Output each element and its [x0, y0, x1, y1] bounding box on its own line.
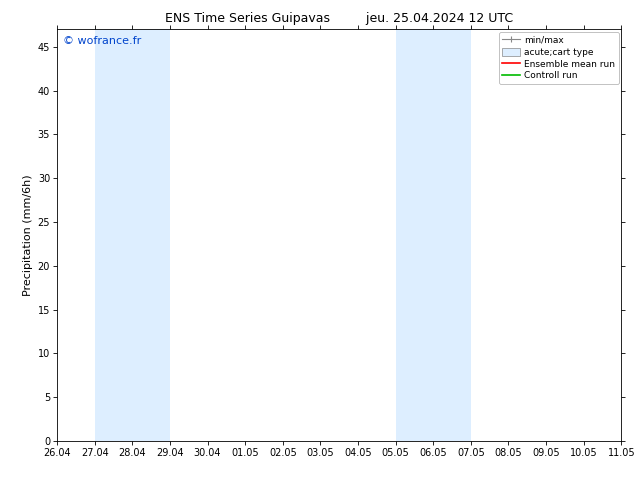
Bar	[396, 29, 471, 441]
Legend: min/max, acute;cart type, Ensemble mean run, Controll run: min/max, acute;cart type, Ensemble mean …	[499, 32, 619, 84]
Y-axis label: Precipitation (mm/6h): Precipitation (mm/6h)	[23, 174, 34, 296]
Title: ENS Time Series Guipavas         jeu. 25.04.2024 12 UTC: ENS Time Series Guipavas jeu. 25.04.2024…	[165, 12, 514, 25]
Bar	[621, 29, 634, 441]
Bar	[94, 29, 170, 441]
Text: © wofrance.fr: © wofrance.fr	[63, 36, 141, 46]
